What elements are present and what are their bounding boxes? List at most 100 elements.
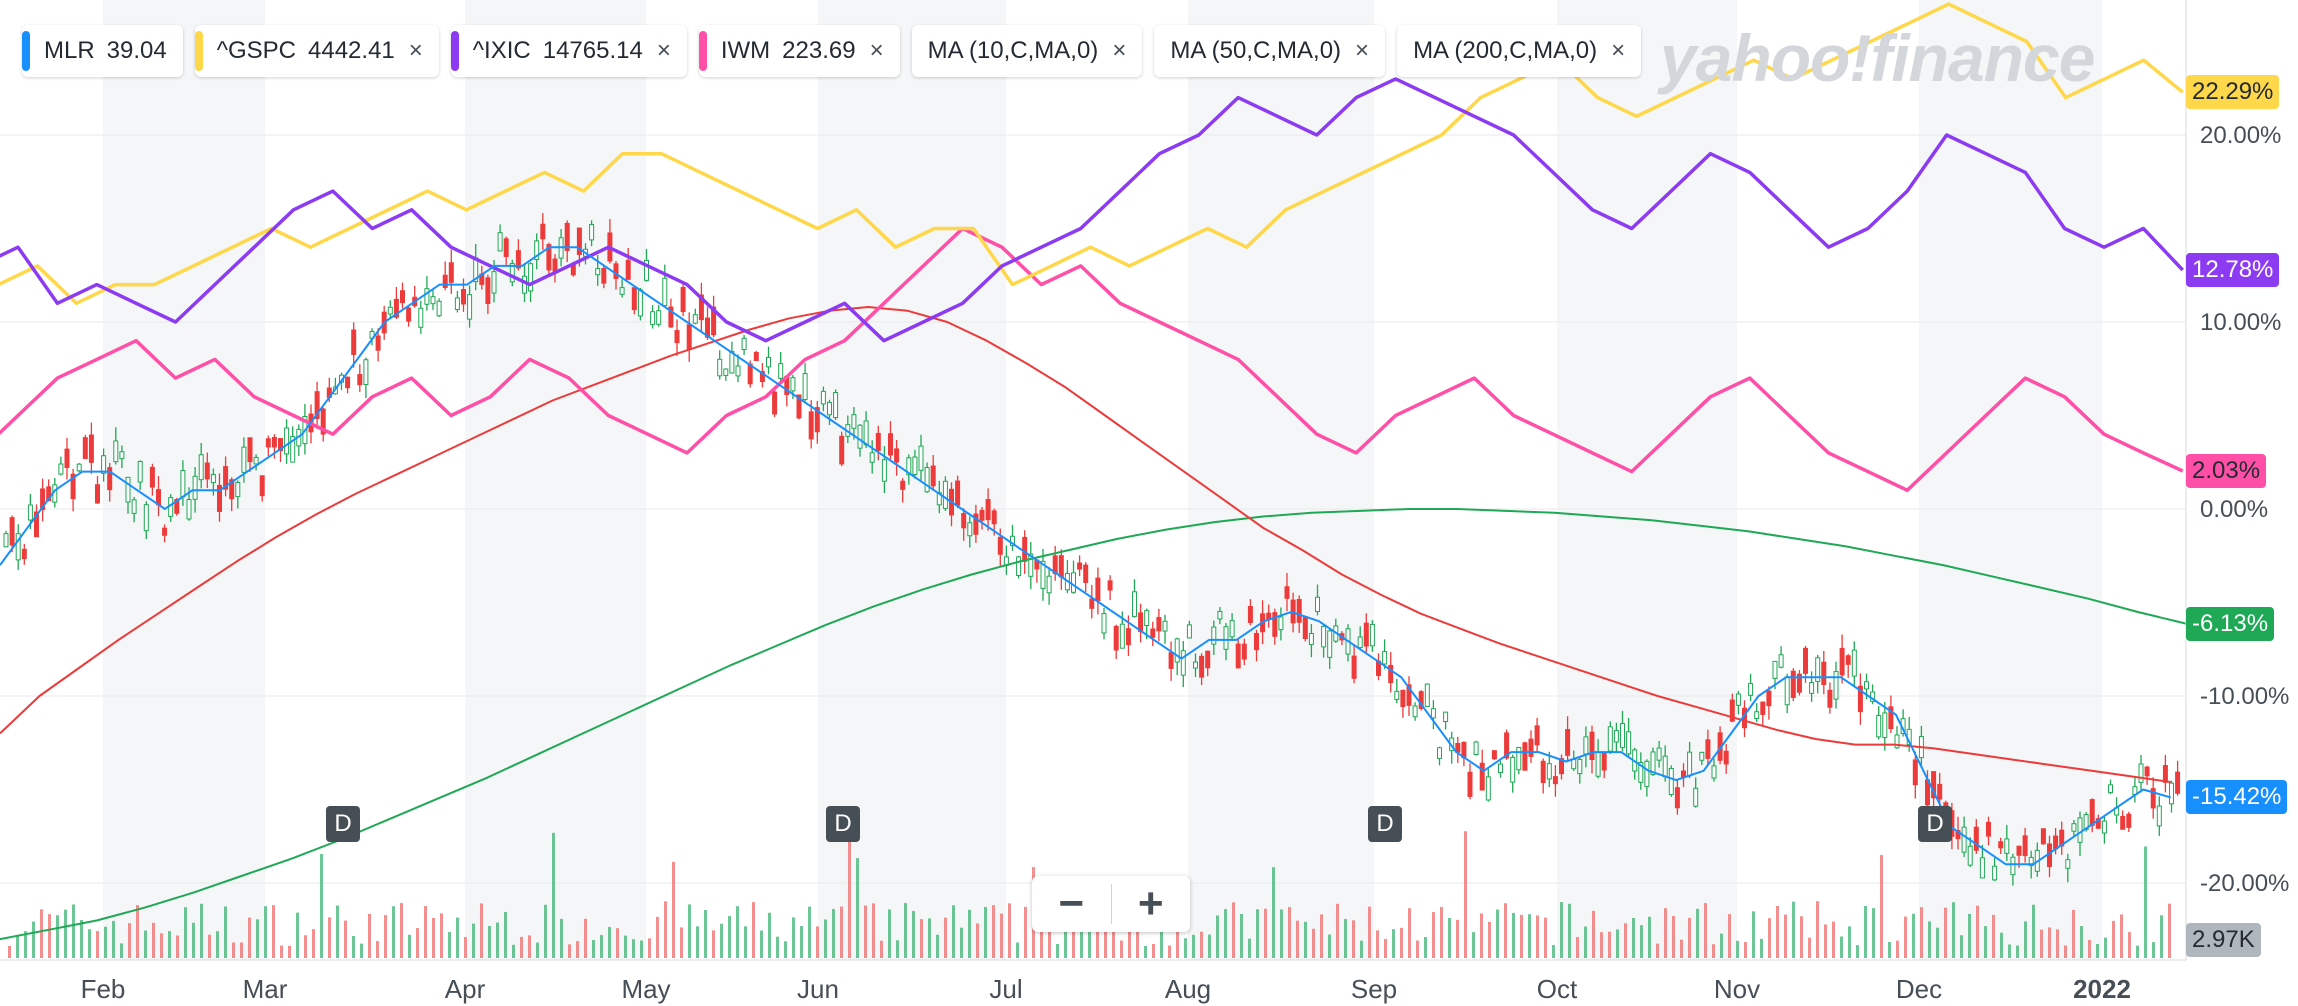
volume-bar (2088, 939, 2091, 958)
volume-bar (2128, 932, 2131, 958)
candle-body (1504, 732, 1510, 759)
volume-bar (1192, 934, 1195, 958)
volume-bar (512, 944, 515, 958)
candle-body (461, 289, 466, 305)
volume-bar (1600, 932, 1603, 958)
legend-chip[interactable]: MLR 39.04 (22, 25, 183, 77)
volume-bar (1736, 940, 1739, 958)
volume-bar (2000, 932, 2003, 958)
price-tag: 12.78% (2186, 253, 2280, 287)
volume-bar (872, 903, 875, 958)
volume-bar (1808, 937, 1811, 958)
x-tick-label: May (621, 974, 670, 1004)
candle-body (1162, 620, 1168, 632)
candle-body (1254, 633, 1259, 651)
legend-chip[interactable]: MA (10,C,MA,0) × (911, 25, 1143, 77)
legend-chip[interactable]: MA (50,C,MA,0) × (1154, 25, 1386, 77)
legend-chip[interactable]: ^GSPC 4442.41 × (194, 25, 439, 77)
volume-bar (936, 934, 939, 958)
close-icon[interactable]: × (656, 37, 671, 64)
candle-body (1174, 638, 1180, 663)
candle-body (1571, 758, 1577, 770)
candle-body (1809, 682, 1815, 694)
candle-body (1790, 670, 1796, 698)
volume-bar (632, 939, 635, 958)
candle-body (2065, 859, 2071, 869)
candle-body (1552, 776, 1558, 785)
volume-bar (1776, 905, 1779, 958)
legend-chip[interactable]: ^IXIC 14765.14 × (450, 25, 687, 77)
volume-bar (1504, 903, 1507, 958)
close-icon[interactable]: × (1355, 37, 1370, 64)
candle-body (650, 311, 656, 325)
dividend-marker[interactable]: D (1368, 806, 1402, 842)
close-icon[interactable]: × (408, 37, 423, 64)
close-icon[interactable]: × (1112, 37, 1127, 64)
candle-body (528, 263, 534, 292)
volume-bar (1720, 933, 1723, 958)
candle-body (540, 223, 546, 240)
candle-body (1668, 767, 1674, 796)
candle-body (851, 414, 857, 429)
yahoo-finance-watermark: yahoo!finance (1660, 21, 2095, 95)
zoom-out-button[interactable]: − (1058, 879, 1085, 928)
volume-bar (2136, 945, 2139, 958)
zoom-in-button[interactable]: + (1137, 879, 1164, 928)
volume-bar (40, 909, 43, 958)
volume-bar (1616, 929, 1619, 958)
legend-chip[interactable]: MA (200,C,MA,0) × (1397, 25, 1642, 77)
candle-body (284, 427, 290, 455)
volume-bar (1304, 921, 1307, 958)
candle-body (772, 391, 778, 415)
x-tick-label: Oct (1537, 974, 1578, 1004)
candle-body (644, 259, 649, 281)
volume-bar (376, 941, 379, 958)
candle-body (1528, 738, 1534, 757)
volume-bar (1080, 918, 1083, 958)
dividend-marker[interactable]: D (826, 806, 860, 842)
candle-body (442, 274, 448, 288)
volume-bar (1064, 924, 1067, 958)
close-icon[interactable]: × (1611, 37, 1626, 64)
legend-swatch (698, 31, 707, 71)
candle-body (613, 263, 619, 279)
candle-body (534, 240, 540, 260)
candle-body (680, 287, 686, 313)
volume-bar (952, 905, 955, 958)
close-icon[interactable]: × (869, 37, 884, 64)
candle-body (162, 527, 168, 536)
volume-bar (1072, 923, 1075, 958)
dividend-marker[interactable]: D (1918, 806, 1952, 842)
volume-bar (48, 914, 51, 958)
volume-bar (1984, 926, 1987, 958)
legend-symbol: ^IXIC (472, 37, 531, 64)
candle-body (2144, 766, 2150, 777)
candle-body (137, 460, 143, 483)
volume-bar (1176, 917, 1179, 958)
volume-bar (1496, 909, 1499, 958)
volume-bar (1040, 920, 1043, 958)
candle-body (1327, 630, 1333, 658)
dividend-marker[interactable]: D (326, 806, 360, 842)
volume-bar (1200, 931, 1203, 958)
candle-body (637, 289, 643, 317)
legend-chip[interactable]: IWM 223.69 × (698, 25, 900, 77)
volume-bar (672, 861, 675, 958)
candle-body (1827, 689, 1833, 708)
candle-body (1772, 660, 1778, 679)
candle-body (125, 476, 131, 503)
candle-body (723, 368, 729, 376)
legend-symbol: MA (200,C,MA,0) (1413, 37, 1598, 64)
candle-body (1199, 655, 1205, 678)
volume-bar (488, 925, 491, 958)
candle-body (265, 438, 271, 448)
volume-bar (2080, 926, 2083, 958)
candle-body (119, 451, 125, 460)
volume-bar (464, 937, 467, 958)
candle-body (985, 499, 991, 521)
candle-body (1022, 536, 1028, 562)
volume-bar (680, 927, 683, 958)
volume-bar (1848, 926, 1851, 958)
